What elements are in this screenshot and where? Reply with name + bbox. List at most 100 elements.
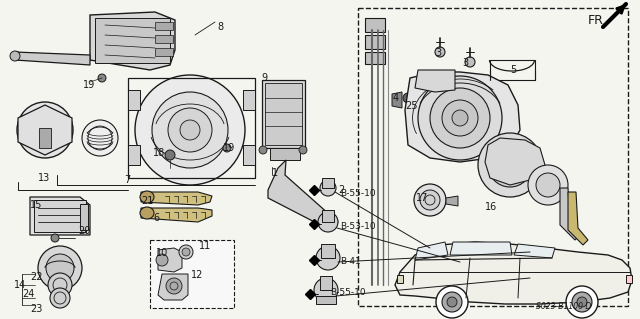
Bar xyxy=(80,204,88,230)
Text: 19: 19 xyxy=(83,80,95,90)
Text: 19: 19 xyxy=(223,143,236,153)
Text: FR.: FR. xyxy=(588,14,607,27)
Text: 3: 3 xyxy=(435,48,441,58)
Polygon shape xyxy=(450,242,512,255)
Circle shape xyxy=(418,76,502,160)
Circle shape xyxy=(414,184,446,216)
Text: B-41: B-41 xyxy=(340,257,361,266)
Text: 2: 2 xyxy=(338,185,344,195)
Circle shape xyxy=(35,120,55,140)
Text: 8: 8 xyxy=(217,22,223,32)
Circle shape xyxy=(46,254,74,282)
Bar xyxy=(155,22,173,30)
Circle shape xyxy=(82,120,118,156)
Bar xyxy=(365,52,385,64)
Circle shape xyxy=(179,245,193,259)
Polygon shape xyxy=(568,192,588,245)
Circle shape xyxy=(436,286,468,318)
Circle shape xyxy=(223,144,231,152)
Circle shape xyxy=(314,278,338,302)
Bar xyxy=(626,275,632,283)
Text: 9: 9 xyxy=(261,73,267,83)
Bar xyxy=(95,18,170,63)
Text: 15: 15 xyxy=(30,200,42,210)
Circle shape xyxy=(435,47,445,57)
Text: 22: 22 xyxy=(30,272,42,282)
Circle shape xyxy=(38,246,82,290)
Text: 10: 10 xyxy=(156,248,168,258)
Bar xyxy=(322,210,334,222)
Bar xyxy=(365,18,385,32)
Polygon shape xyxy=(262,80,305,148)
Circle shape xyxy=(447,297,457,307)
Text: 18: 18 xyxy=(153,148,165,158)
Circle shape xyxy=(498,153,522,177)
Bar xyxy=(155,35,173,43)
Circle shape xyxy=(135,75,245,185)
Circle shape xyxy=(536,173,560,197)
Polygon shape xyxy=(18,105,72,155)
Text: 16: 16 xyxy=(485,202,497,212)
Polygon shape xyxy=(158,248,182,272)
Circle shape xyxy=(442,292,462,312)
Circle shape xyxy=(452,110,468,126)
Circle shape xyxy=(10,51,20,61)
Polygon shape xyxy=(392,92,402,108)
Circle shape xyxy=(577,297,587,307)
Bar xyxy=(39,128,51,148)
Text: 5: 5 xyxy=(510,65,516,75)
Text: 3: 3 xyxy=(462,58,468,68)
Polygon shape xyxy=(141,192,212,205)
Bar xyxy=(321,244,335,258)
Circle shape xyxy=(98,74,106,82)
Text: 17: 17 xyxy=(416,193,428,203)
Polygon shape xyxy=(415,242,448,260)
Circle shape xyxy=(442,100,478,136)
Circle shape xyxy=(430,88,490,148)
Bar xyxy=(316,296,336,304)
Circle shape xyxy=(488,143,532,187)
Polygon shape xyxy=(415,70,455,92)
Text: B-53-10: B-53-10 xyxy=(340,222,376,231)
Circle shape xyxy=(420,190,440,210)
Circle shape xyxy=(465,57,475,67)
Circle shape xyxy=(17,102,73,158)
Circle shape xyxy=(403,93,413,103)
Circle shape xyxy=(504,159,516,171)
Circle shape xyxy=(318,212,338,232)
Text: 12: 12 xyxy=(191,270,204,280)
Text: 24: 24 xyxy=(22,289,35,299)
Polygon shape xyxy=(141,208,212,222)
Polygon shape xyxy=(514,244,555,258)
Circle shape xyxy=(259,146,267,154)
Circle shape xyxy=(152,92,228,168)
Bar xyxy=(265,83,302,145)
Circle shape xyxy=(168,108,212,152)
Circle shape xyxy=(299,146,307,154)
Bar xyxy=(128,90,140,110)
Text: B-55-10: B-55-10 xyxy=(340,189,376,198)
Text: 13: 13 xyxy=(38,173,51,183)
Text: 21: 21 xyxy=(141,196,154,206)
Circle shape xyxy=(50,288,70,308)
Bar xyxy=(155,48,173,56)
Bar xyxy=(397,275,403,283)
Circle shape xyxy=(48,273,72,297)
Text: 4: 4 xyxy=(393,93,399,103)
Polygon shape xyxy=(560,188,580,240)
Polygon shape xyxy=(395,242,632,304)
Bar xyxy=(270,148,300,160)
Bar xyxy=(243,90,255,110)
Circle shape xyxy=(320,180,336,196)
Polygon shape xyxy=(446,196,458,206)
Bar xyxy=(320,276,332,290)
Circle shape xyxy=(566,286,598,318)
Text: 25: 25 xyxy=(405,101,417,111)
Polygon shape xyxy=(268,160,338,230)
Text: 20: 20 xyxy=(78,226,90,236)
Ellipse shape xyxy=(140,207,154,219)
Circle shape xyxy=(528,165,568,205)
Circle shape xyxy=(27,112,63,148)
Circle shape xyxy=(316,246,340,270)
Text: 6: 6 xyxy=(153,213,159,223)
